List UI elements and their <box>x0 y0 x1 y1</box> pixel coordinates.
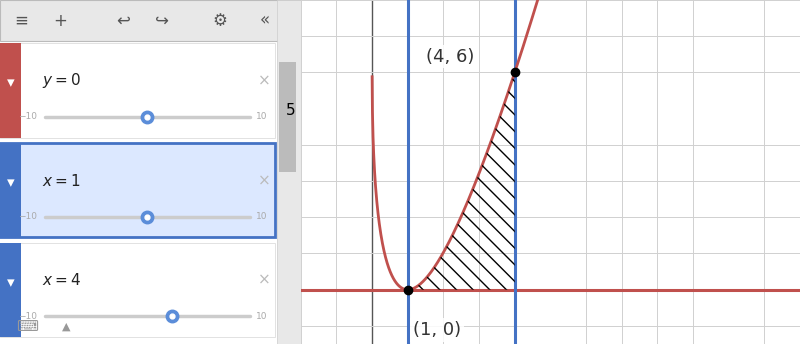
Text: −10: −10 <box>18 312 37 321</box>
Text: ▾: ▾ <box>6 75 14 90</box>
Text: ▾: ▾ <box>6 175 14 190</box>
Text: (4, 6): (4, 6) <box>426 47 474 66</box>
Text: $y=0$: $y=0$ <box>42 71 81 90</box>
FancyBboxPatch shape <box>0 143 21 237</box>
Text: ⌨: ⌨ <box>16 319 38 334</box>
Text: ↪: ↪ <box>155 12 170 30</box>
FancyBboxPatch shape <box>0 143 275 237</box>
Text: ×: × <box>258 273 271 288</box>
Text: ▾: ▾ <box>6 275 14 290</box>
Text: +: + <box>54 12 67 30</box>
Text: ×: × <box>258 173 271 188</box>
FancyBboxPatch shape <box>0 43 21 138</box>
FancyBboxPatch shape <box>0 43 275 138</box>
Text: ▲: ▲ <box>62 322 70 332</box>
FancyBboxPatch shape <box>0 243 275 337</box>
Text: «: « <box>260 12 270 30</box>
Text: $x=1$: $x=1$ <box>42 173 81 189</box>
Text: 10: 10 <box>256 212 267 221</box>
Text: 10: 10 <box>256 112 267 121</box>
Text: −10: −10 <box>18 112 37 121</box>
Text: 10: 10 <box>256 312 267 321</box>
Text: −10: −10 <box>18 212 37 221</box>
Text: $x=4$: $x=4$ <box>42 272 81 288</box>
Text: (1, 0): (1, 0) <box>413 321 462 339</box>
Text: ↩: ↩ <box>116 12 130 30</box>
FancyBboxPatch shape <box>0 0 301 41</box>
FancyBboxPatch shape <box>277 0 301 344</box>
Text: ⚙: ⚙ <box>212 12 227 30</box>
Text: ≡: ≡ <box>14 12 28 30</box>
Text: ×: × <box>258 73 271 88</box>
FancyBboxPatch shape <box>0 243 21 337</box>
FancyBboxPatch shape <box>279 62 296 172</box>
